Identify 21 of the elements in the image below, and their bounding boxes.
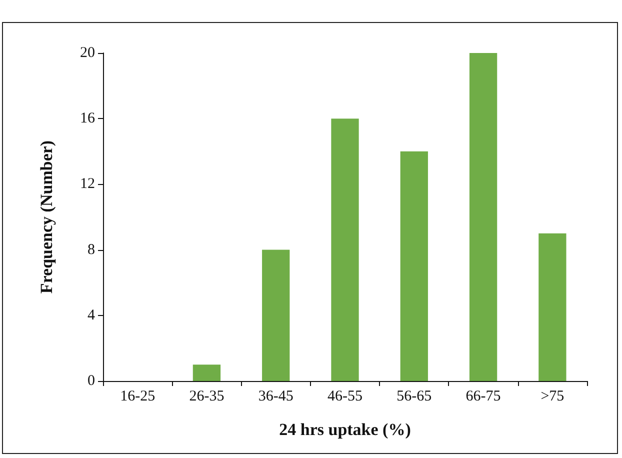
y-tick-label: 4 xyxy=(88,307,96,324)
y-tick-label: 0 xyxy=(88,373,95,389)
bar xyxy=(400,151,428,381)
bar xyxy=(331,118,359,381)
x-tick-label: 46-55 xyxy=(328,388,362,404)
y-axis-title: Frequency (Number) xyxy=(37,140,56,294)
x-axis-title: 24 hrs uptake (%) xyxy=(279,420,411,439)
x-tick-label: >75 xyxy=(540,388,564,404)
y-tick-label: 12 xyxy=(80,176,95,192)
bar xyxy=(192,364,221,381)
y-tick-label: 20 xyxy=(80,45,95,61)
bar xyxy=(262,250,290,381)
x-tick-label: 26-35 xyxy=(189,388,224,404)
x-tick-label: 66-75 xyxy=(466,388,501,404)
y-tick-label: 8 xyxy=(88,242,95,258)
y-tick-label: 16 xyxy=(80,110,96,127)
bar xyxy=(469,53,498,381)
x-tick-label: 56-65 xyxy=(396,388,432,404)
x-tick-label: 36-45 xyxy=(258,388,294,404)
x-tick-label: 16-25 xyxy=(120,388,156,404)
bar xyxy=(538,233,566,381)
